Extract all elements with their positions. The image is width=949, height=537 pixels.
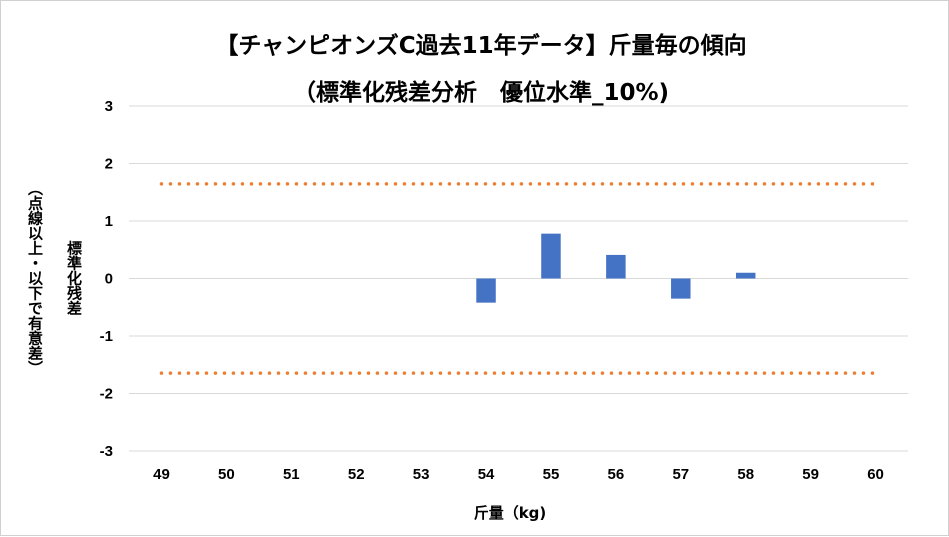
y-tick-label: 0 <box>105 271 113 288</box>
gridlines <box>129 105 908 452</box>
threshold-lines <box>159 182 878 375</box>
x-axis-ticks: 49 50 51 52 53 54 55 56 57 58 59 60 <box>153 466 884 483</box>
y-tick-label: -1 <box>100 328 113 345</box>
x-tick-label: 56 <box>608 466 625 483</box>
x-tick-label: 60 <box>867 466 884 483</box>
chart-title: 【チャンピオンズC過去11年データ】斤量毎の傾向 <box>215 32 746 59</box>
y-axis-label: 標準化残差 <box>65 240 83 316</box>
bar-58 <box>735 272 756 279</box>
y-tick-label: 2 <box>105 156 113 173</box>
x-tick-label: 54 <box>478 466 495 483</box>
y-tick-label: 3 <box>105 98 113 115</box>
x-tick-label: 58 <box>737 466 754 483</box>
bar-56 <box>606 254 626 279</box>
y-tick-label: -3 <box>100 443 113 460</box>
bar-series <box>476 233 756 303</box>
x-tick-label: 49 <box>153 466 170 483</box>
x-tick-label: 53 <box>413 466 430 483</box>
x-tick-label: 52 <box>348 466 365 483</box>
x-tick-label: 50 <box>218 466 235 483</box>
x-axis-label: 斤量（kg) <box>474 504 547 522</box>
y-axis-ticks: 3 2 1 0 -1 -2 -3 <box>100 98 113 460</box>
chart-subtitle: （標準化残差分析 優位水準_10%) <box>293 79 669 106</box>
x-tick-label: 55 <box>543 466 560 483</box>
x-tick-label: 51 <box>283 466 300 483</box>
y-axis-note: （点線以上・以下で有意差） <box>26 181 44 376</box>
x-tick-label: 57 <box>672 466 689 483</box>
y-tick-label: -2 <box>100 386 113 403</box>
y-tick-label: 1 <box>105 213 113 230</box>
bar-57 <box>671 278 691 299</box>
x-tick-label: 59 <box>802 466 819 483</box>
bar-54 <box>476 278 496 303</box>
bar-55 <box>541 233 561 279</box>
